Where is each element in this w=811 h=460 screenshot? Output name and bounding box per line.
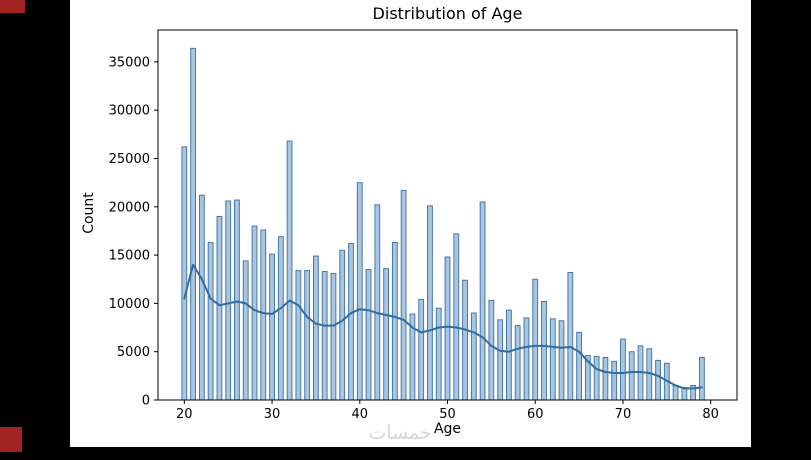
x-tick-label: 20 [176,407,193,422]
histogram-bar [655,359,661,401]
y-tick-label: 35000 [109,55,150,70]
histogram-bar [628,351,635,401]
histogram-bar [198,194,205,401]
histogram-bar [506,309,512,401]
corner-artifact-top-left [0,0,25,13]
histogram-bar [339,249,346,401]
histogram-bar [321,271,328,401]
histogram-bar [269,253,275,401]
histogram-bar [462,279,468,401]
histogram-bar [444,256,451,401]
y-tick-label: 5000 [117,345,150,360]
histogram-bar [207,242,214,401]
y-tick-label: 25000 [109,152,150,167]
histogram-bar [330,272,337,401]
y-tick-label: 30000 [109,104,150,119]
x-tick-label: 60 [527,407,544,422]
histogram-bar [365,269,372,401]
histogram-bar [374,204,381,401]
y-tick-label: 0 [142,394,150,409]
histogram-bar [497,319,504,401]
histogram-bar [286,140,293,401]
histogram-bar [418,299,425,401]
histogram-bar [400,189,407,401]
histogram-bar [391,242,398,401]
histogram-bar [602,356,609,401]
corner-artifact-bottom-left [0,427,22,452]
histogram-bar [216,215,223,401]
histogram-bar [251,225,258,401]
x-tick-label: 30 [264,407,281,422]
histogram-plot: 0 5000 10000 15000 20000 25000 30000 35000 20 30 4… [109,29,738,422]
histogram-bar [348,243,354,401]
histogram-bar [479,201,486,401]
histogram-bar [699,356,705,401]
histogram-bar [427,205,433,401]
chart-title: Distribution of Age [372,4,523,23]
histogram-bar [242,260,249,401]
histogram-bar [611,360,618,401]
histogram-bar [620,338,626,401]
y-tick-label: 15000 [109,249,150,264]
histogram-bar [576,331,582,401]
histogram-bar [190,47,197,401]
x-tick-label: 50 [439,407,456,422]
x-tick-label: 40 [351,407,368,422]
x-tick-label: 70 [615,407,632,422]
histogram-bar [549,318,556,401]
histogram-bar [260,229,267,401]
histogram-bar [523,317,530,401]
histogram-bar [672,385,679,401]
histogram-bar [181,146,188,401]
histogram-bar [225,200,232,401]
histogram-bar [383,268,389,401]
histogram-bar [541,300,547,401]
histogram-bar [304,270,311,401]
histogram-bar [593,356,600,401]
histogram-bar [558,320,565,401]
histogram-bar [234,199,240,401]
histogram-bar [470,312,477,401]
kde-line [183,263,703,390]
histogram-bar [514,325,521,401]
histogram-bar [295,270,302,401]
histogram-bar [532,278,539,401]
histogram-bar [567,271,574,401]
x-axis-label: Age [433,421,462,437]
histogram-bar [435,307,442,401]
x-tick-label: 80 [702,407,719,422]
chart-figure: Distribution of Age Count Age 0 5000 10000… [70,0,751,447]
y-tick-label: 20000 [109,200,150,215]
histogram-bar [356,182,363,401]
y-tick-label: 10000 [109,297,150,312]
histogram-bar [488,300,495,401]
histogram-bar [313,255,319,401]
histogram-bar [453,233,460,401]
histogram-bar [277,236,284,401]
